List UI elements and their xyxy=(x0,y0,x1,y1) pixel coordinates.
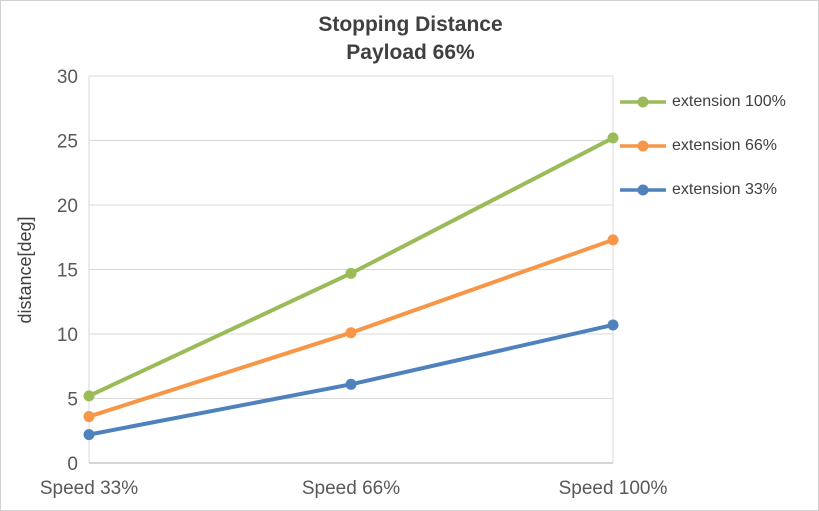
legend-swatch-icon xyxy=(620,140,666,152)
data-point-marker xyxy=(345,327,357,339)
x-tick-label: Speed 66% xyxy=(302,478,400,499)
data-point-marker xyxy=(345,267,357,279)
legend: extension 100% extension 66% extension 3… xyxy=(619,93,786,199)
legend-label: extension 66% xyxy=(672,137,777,154)
y-tick-label: 10 xyxy=(57,325,78,346)
legend-item: extension 66% xyxy=(619,137,786,155)
legend-label: extension 100% xyxy=(672,93,786,110)
data-point-marker xyxy=(83,411,95,423)
data-point-marker xyxy=(607,132,619,144)
y-tick-label: 5 xyxy=(67,390,78,411)
data-point-marker xyxy=(83,429,95,441)
x-tick-label: Speed 33% xyxy=(40,478,138,499)
legend-item: extension 33% xyxy=(619,181,786,199)
y-tick-label: 20 xyxy=(57,196,78,217)
legend-swatch-icon xyxy=(620,96,666,108)
y-tick-label: 30 xyxy=(57,67,78,88)
legend-label: extension 33% xyxy=(672,181,777,198)
legend-swatch-icon xyxy=(620,184,666,196)
y-tick-label: 15 xyxy=(57,261,78,282)
data-point-marker xyxy=(345,378,357,390)
y-tick-label: 25 xyxy=(57,132,78,153)
x-tick-label: Speed 100% xyxy=(559,478,668,499)
y-tick-label: 0 xyxy=(67,454,78,475)
data-point-marker xyxy=(607,234,619,246)
data-point-marker xyxy=(607,319,619,331)
data-point-marker xyxy=(83,390,95,402)
legend-item: extension 100% xyxy=(619,93,786,111)
